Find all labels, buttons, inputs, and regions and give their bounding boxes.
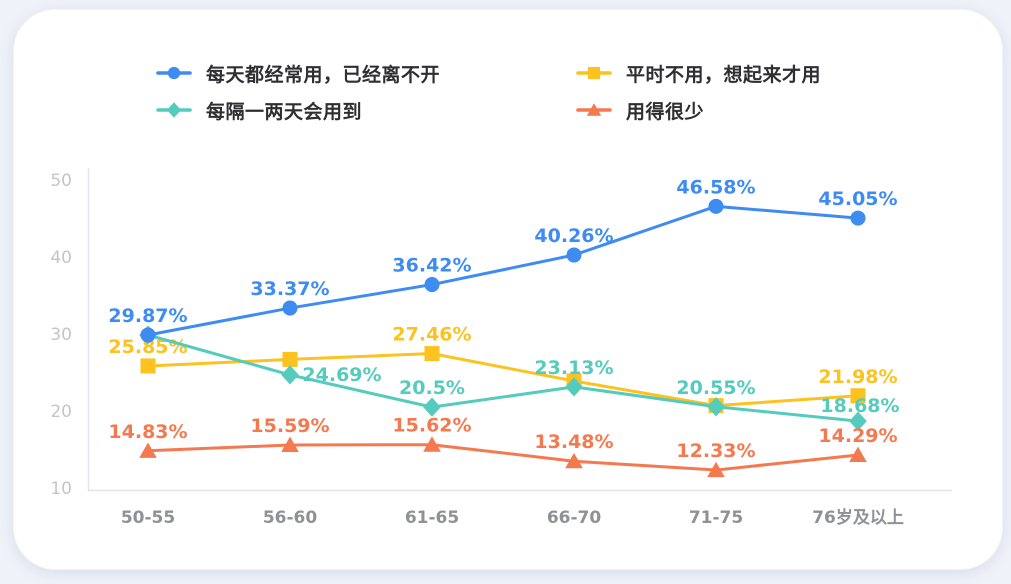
- data-point-square[interactable]: [140, 358, 156, 374]
- series-line: [146, 333, 860, 423]
- data-point-diamond: [166, 102, 182, 118]
- data-point-circle[interactable]: [424, 277, 440, 293]
- data-point-triangle: [586, 103, 602, 116]
- data-point-triangle[interactable]: [423, 436, 441, 452]
- data-point-triangle[interactable]: [707, 461, 725, 478]
- x-axis-category-label: 56-60: [263, 508, 318, 528]
- data-point-label: 23.13%: [534, 357, 613, 379]
- legend-item-label: 每天都经常用，已经离不开: [206, 63, 441, 86]
- x-axis-category-label: 66-70: [547, 508, 602, 528]
- data-point-label: 14.29%: [818, 425, 897, 447]
- legend-item-rarely-remember[interactable]: 平时不用，想起来才用: [575, 58, 985, 88]
- data-point-label: 40.26%: [534, 225, 613, 247]
- legend-triangle-marker-icon: [576, 103, 612, 116]
- data-point-diamond[interactable]: [707, 397, 725, 417]
- data-point-circle[interactable]: [708, 198, 724, 214]
- legend-circle-marker-icon: [156, 66, 192, 80]
- data-point-label: 45.05%: [818, 188, 897, 210]
- data-point-label: 33.37%: [250, 278, 329, 300]
- data-point-diamond[interactable]: [423, 397, 441, 417]
- x-axis-category-label: 61-65: [405, 508, 459, 528]
- legend-square-marker-icon: [576, 66, 612, 80]
- data-point-label: 46.58%: [676, 176, 755, 198]
- data-point-label: 18.68%: [820, 395, 899, 417]
- data-point-label: 29.87%: [108, 305, 187, 327]
- series-line: [146, 443, 860, 472]
- y-axis-tick-label: 40: [50, 248, 72, 268]
- data-point-circle[interactable]: [140, 327, 156, 343]
- data-point-triangle[interactable]: [849, 446, 867, 463]
- series-line: [146, 204, 860, 337]
- data-point-label: 15.59%: [250, 415, 329, 437]
- data-point-label: 24.69%: [302, 364, 381, 386]
- legend-item-label: 每隔一两天会用到: [206, 100, 363, 123]
- legend-item-every-other-day[interactable]: 每隔一两天会用到: [155, 95, 575, 125]
- data-point-diamond[interactable]: [565, 377, 583, 397]
- data-point-square: [587, 66, 601, 80]
- data-point-label: 13.48%: [534, 431, 613, 453]
- legend-diamond-marker-icon: [156, 102, 192, 118]
- legend-item-label: 用得很少: [626, 100, 705, 123]
- data-point-triangle[interactable]: [281, 436, 299, 452]
- data-point-label: 36.42%: [392, 255, 471, 277]
- x-axis-category-label: 71-75: [689, 508, 743, 528]
- data-point-diamond[interactable]: [849, 411, 867, 431]
- data-point-circle[interactable]: [566, 247, 582, 263]
- series-line: [146, 352, 860, 408]
- data-point-triangle[interactable]: [139, 442, 157, 458]
- legend-item-daily-use[interactable]: 每天都经常用，已经离不开: [155, 58, 575, 88]
- legend-item-seldom-use[interactable]: 用得很少: [575, 95, 985, 125]
- data-point-label: 14.83%: [108, 421, 187, 443]
- y-axis-tick-label: 50: [50, 171, 72, 191]
- data-point-label: 21.98%: [818, 366, 897, 388]
- data-point-label: 20.55%: [676, 377, 755, 399]
- chart-legend: 每天都经常用，已经离不开 平时不用，想起来才用 每隔一两天会用到 用得很少: [155, 58, 985, 125]
- data-point-label: 27.46%: [392, 324, 471, 346]
- data-point-circle[interactable]: [282, 300, 298, 316]
- data-point-circle[interactable]: [850, 210, 866, 226]
- x-axis-category-label: 76岁及以上: [812, 507, 904, 528]
- data-point-square[interactable]: [850, 388, 866, 404]
- data-point-square[interactable]: [282, 351, 298, 367]
- data-point-square[interactable]: [424, 346, 440, 362]
- data-point-label: 20.5%: [399, 377, 465, 399]
- data-point-label: 12.33%: [676, 440, 755, 462]
- data-point-label: 15.62%: [392, 415, 471, 437]
- data-point-diamond[interactable]: [281, 365, 299, 385]
- legend-item-label: 平时不用，想起来才用: [626, 63, 822, 86]
- chart-card: [13, 9, 1003, 570]
- y-axis-tick-label: 30: [50, 325, 72, 345]
- x-axis-category-label: 50-55: [121, 508, 175, 528]
- data-point-triangle[interactable]: [565, 452, 583, 469]
- data-point-circle: [167, 66, 181, 80]
- y-axis-tick-label: 10: [50, 479, 72, 499]
- y-axis-tick-label: 20: [50, 402, 72, 422]
